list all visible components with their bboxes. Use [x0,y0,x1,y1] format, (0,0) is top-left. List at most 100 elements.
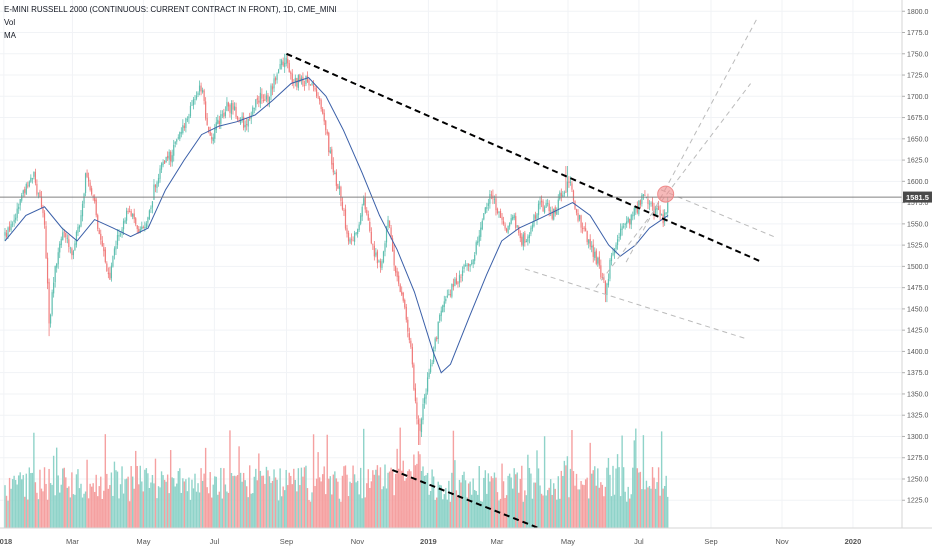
volume-bar [373,474,376,528]
candle-body [446,295,448,298]
volume-bar [635,428,637,528]
candle-body [445,298,447,302]
volume-bar [329,476,331,528]
candle-body [83,193,85,204]
candle-body [271,86,274,90]
candle-body [192,99,195,106]
candle-body [238,120,240,123]
candle-body [417,419,420,425]
volume-bar [353,474,356,528]
candle-body [654,208,657,216]
volume-bar [185,479,187,528]
candle-body [390,227,392,239]
moving-average-indicator-label[interactable]: MA [4,31,16,40]
volume-bar [618,467,620,528]
volume-bar [71,472,73,528]
volume-bar [475,491,477,528]
candle-body [426,377,429,392]
volume-bar [632,467,634,528]
volume-bar [340,501,342,528]
candle-body [15,217,17,220]
candle-body [139,229,141,233]
candle-body [513,215,515,219]
price-axis-label: 1250.0 [907,476,929,483]
volume-bar [24,496,26,528]
candle-body [442,305,444,313]
candle-body [378,260,380,262]
volume-bar [37,499,40,528]
candle-body [243,116,245,128]
candle-body [618,237,620,238]
candle-body [437,321,439,340]
volume-bar [597,468,599,528]
candle-body [240,119,242,124]
volume-bar [331,494,333,528]
volume-bar [625,501,628,528]
candle-body [560,192,562,197]
candle-body [411,346,413,365]
candle-body [401,291,403,295]
volume-bar [656,482,658,528]
volume-bar [130,466,132,528]
volume-bar [169,450,172,528]
candle-body [317,96,319,98]
volume-bar [80,483,82,528]
candle-body [344,209,347,229]
volume-bar [233,475,236,528]
price-axis-label: 1225.0 [907,498,929,505]
candle-body [71,248,73,256]
volume-bar [183,481,186,528]
candle-body [379,260,382,268]
volume-bar [255,468,257,528]
volume-bar [59,492,61,528]
candle-body [98,230,100,235]
price-axis-label: 1325.0 [907,413,929,420]
volume-bar [138,484,140,528]
highlight-marker [657,185,675,203]
candle-body [165,156,167,163]
volume-bar [629,498,631,528]
price-axis-label: 1700.0 [907,94,929,101]
candle-body [232,103,234,110]
candle-body [422,403,424,421]
volume-bar [33,432,35,528]
volume-bar [204,447,207,528]
volume-bar [220,467,222,528]
candle-body [477,241,479,244]
volume-bar [469,481,471,528]
candle-body [112,255,114,267]
volume-bar [560,470,563,528]
candle-body [551,211,553,219]
volume-bar [101,498,103,528]
candle-body [28,181,30,187]
volume-bar [265,466,268,528]
volume-bar [521,465,523,528]
volume-bar [318,477,321,528]
candle-body [360,215,362,224]
volume-bar [548,487,550,528]
candle-body [414,388,416,401]
volume-bar [525,495,528,528]
volume-bar [159,487,161,528]
volume-bar [583,485,585,528]
volume-bar [285,469,287,528]
candle-body [436,337,438,340]
volume-indicator-label[interactable]: Vol [4,18,16,27]
candle-body [135,218,137,225]
candle-body [332,163,334,173]
candle-body [502,221,505,224]
volume-bar [239,472,242,528]
volume-bar [81,497,84,528]
price-axis-label: 1800.0 [907,9,929,16]
candle-body [496,208,499,213]
volume-bar [613,494,616,528]
volume-bar [136,465,138,528]
volume-bar [364,497,366,528]
candle-body [472,259,474,265]
candle-body [428,372,430,378]
candle-body [19,199,21,206]
price-axis-label: 1650.0 [907,136,929,143]
volume-bar [641,489,643,528]
